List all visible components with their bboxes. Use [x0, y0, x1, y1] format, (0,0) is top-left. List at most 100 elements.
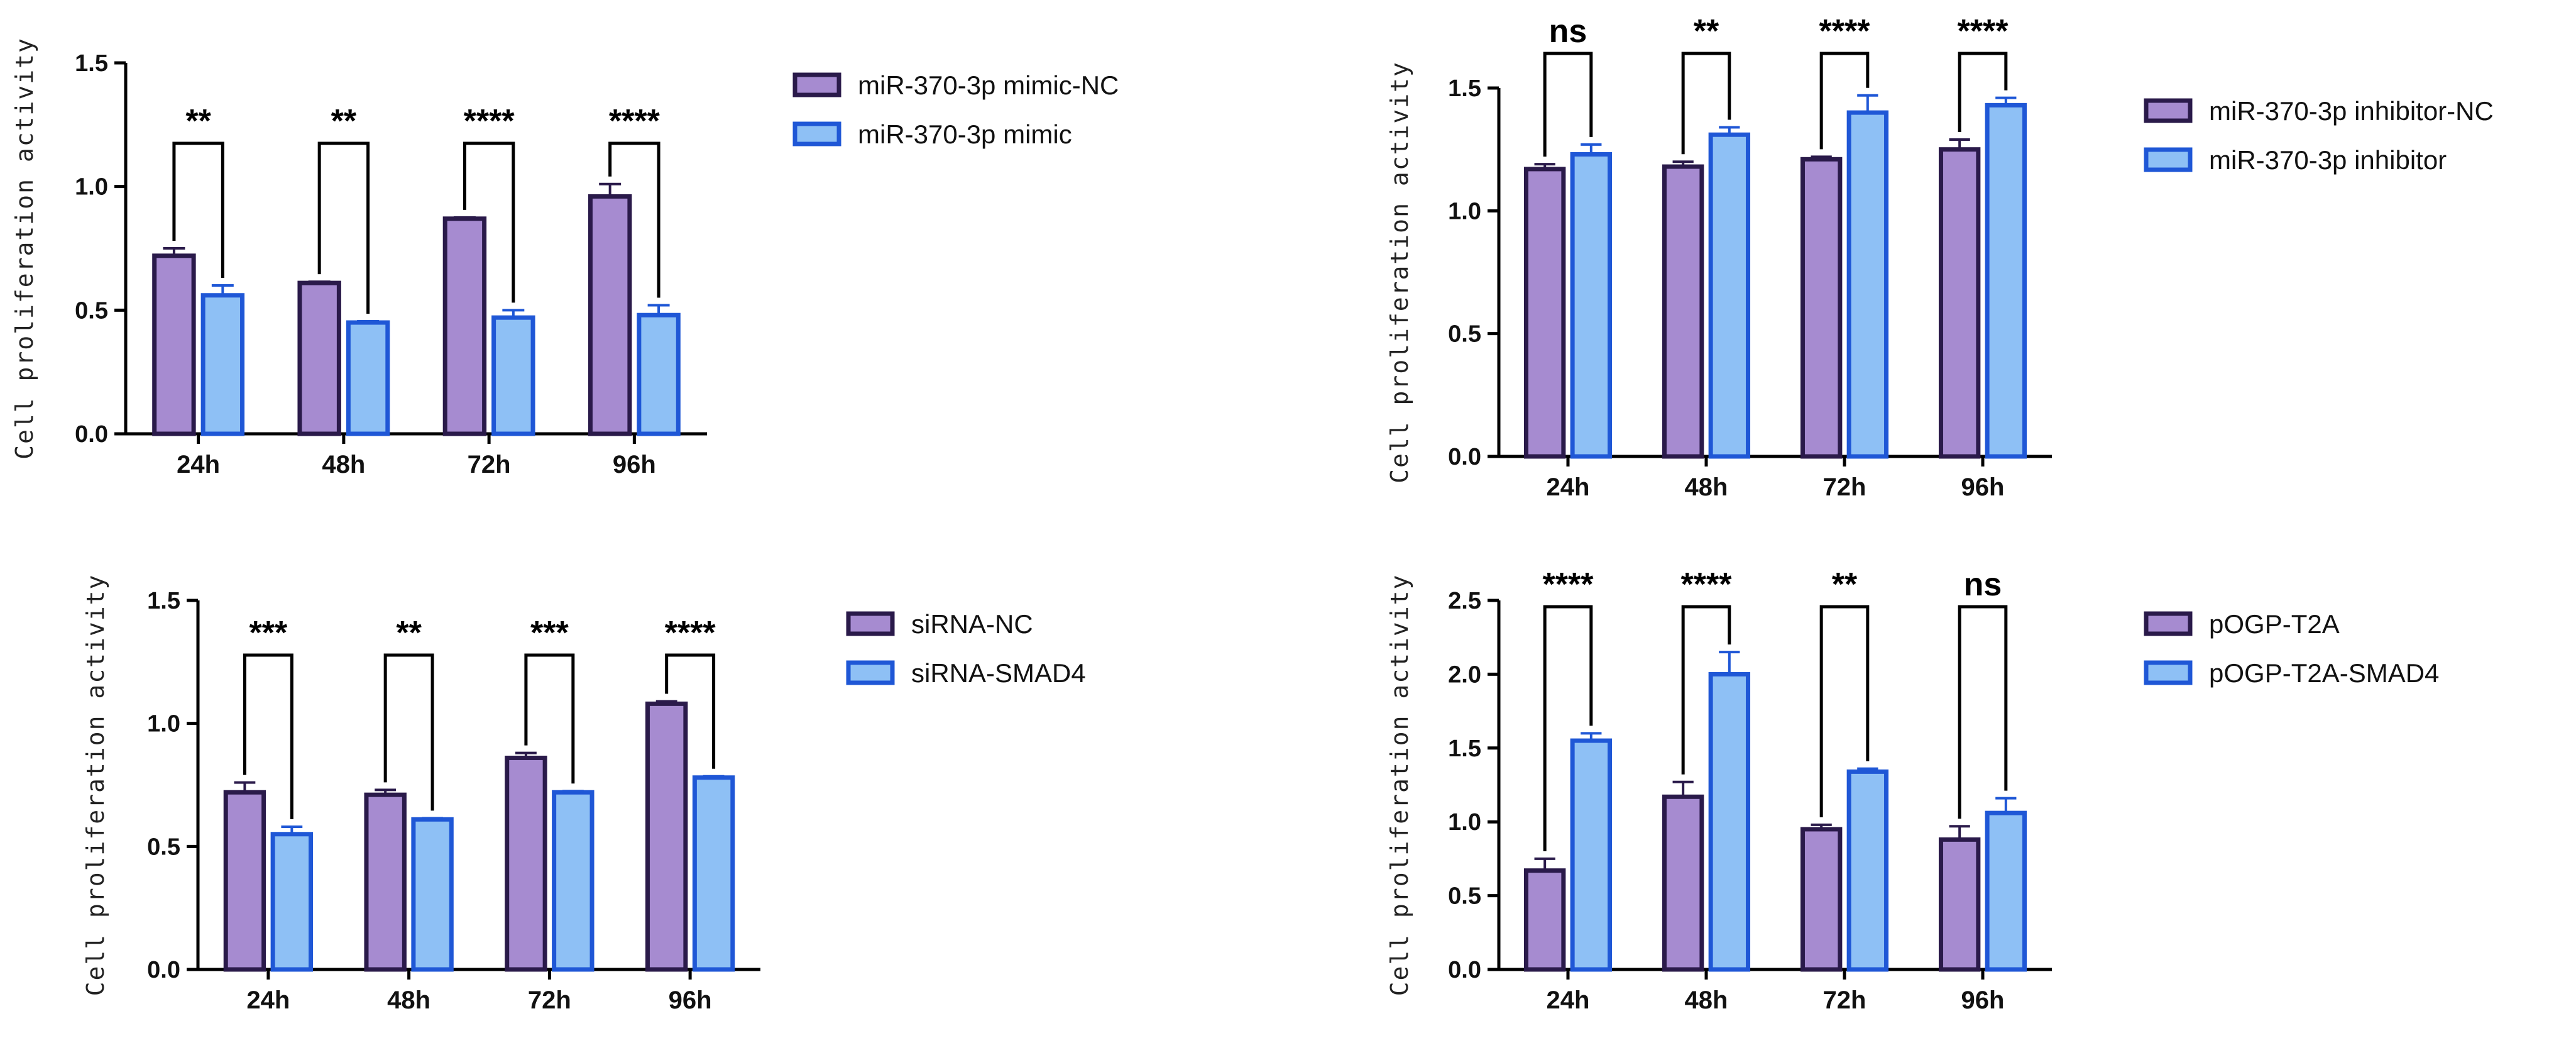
chart-panel-3: Cell proliferation activity 0.0 0.5 1.0 1.5 2…	[82, 574, 1086, 1014]
bar-control-48h	[297, 280, 341, 436]
bar-treatment-24h	[200, 293, 245, 436]
y-tick-label: 1.0	[147, 711, 180, 737]
bar-control-96h	[1938, 837, 1981, 972]
significance-label: **	[396, 615, 422, 651]
bar-treatment-48h	[1708, 132, 1751, 459]
bar-control-24h	[152, 253, 196, 436]
significance-label: **	[1832, 566, 1858, 603]
significance-bracket	[1958, 605, 2008, 819]
bar-control-96h	[1938, 147, 1981, 459]
bar-control-72h	[1800, 827, 1843, 972]
bar-control-24h	[223, 790, 266, 972]
bar-treatment-24h	[1570, 152, 1613, 459]
significance-label: **	[185, 103, 211, 140]
significance-label: ****	[464, 103, 515, 140]
x-tick-label: 48h	[1685, 473, 1728, 501]
bar-treatment-72h	[552, 790, 595, 972]
legend-label: miR-370-3p mimic	[858, 119, 1072, 149]
significance-label: ****	[609, 103, 660, 140]
x-tick-label: 24h	[1547, 986, 1590, 1014]
significance-label: ***	[530, 615, 569, 651]
bar-treatment-96h	[692, 775, 735, 972]
significance-bracket	[1819, 52, 1870, 150]
y-tick-label: 0.5	[75, 297, 108, 324]
bar-treatment-72h	[491, 315, 535, 436]
legend-swatch	[846, 611, 895, 636]
x-tick-label: 96h	[1961, 986, 2005, 1014]
y-tick-label: 1.0	[1448, 198, 1481, 224]
significance-bracket	[524, 653, 575, 784]
y-tick-label: 1.5	[147, 588, 180, 614]
y-tick-label: 1.0	[75, 174, 108, 201]
y-tick-label: 1.5	[1448, 736, 1481, 762]
bar-control-72h	[1800, 157, 1843, 459]
chart-panel-4: Cell proliferation activity 0.0 0.5 1.0 1.5 2…	[1386, 566, 2439, 1014]
y-tick-label: 2.0	[1448, 661, 1481, 688]
legend-swatch	[2144, 147, 2193, 172]
y-tick-label: 2.5	[1448, 588, 1481, 614]
y-tick-label: 0.5	[1448, 883, 1481, 910]
significance-label: ****	[1681, 566, 1733, 603]
y-tick-label: 0.0	[75, 421, 108, 448]
chart-panel-1: Cell proliferation activity 0.0 0.5 1.0 1.5 2…	[11, 37, 1119, 478]
significance-bracket	[243, 653, 293, 820]
x-tick-label: 72h	[1823, 986, 1866, 1014]
x-tick-label: 96h	[613, 451, 656, 478]
legend-label: pOGP-T2A-SMAD4	[2209, 658, 2439, 688]
significance-label: ****	[1543, 566, 1594, 603]
legend-label: siRNA-SMAD4	[911, 658, 1086, 688]
y-axis-label: Cell proliferation activity	[1386, 61, 1413, 483]
bar-control-48h	[1662, 794, 1704, 972]
legend-swatch	[2144, 98, 2193, 123]
y-axis-label: Cell proliferation activity	[1386, 574, 1413, 997]
legend-swatch	[792, 121, 841, 146]
bar-treatment-48h	[411, 817, 454, 972]
y-tick-label: 0.0	[1448, 957, 1481, 983]
significance-bracket	[463, 141, 515, 303]
significance-label: **	[1694, 13, 1719, 50]
bar-treatment-96h	[1985, 102, 2027, 459]
x-tick-label: 48h	[322, 451, 365, 478]
legend-swatch	[2144, 660, 2193, 685]
significance-label: ns	[1549, 13, 1587, 50]
significance-label: **	[331, 103, 357, 140]
bar-treatment-24h	[270, 832, 314, 972]
significance-bracket	[383, 653, 434, 811]
significance-bracket	[1958, 52, 2008, 133]
significance-bracket	[608, 141, 660, 298]
bar-treatment-72h	[1846, 769, 1889, 972]
significance-bracket	[317, 141, 370, 314]
x-tick-label: 24h	[246, 986, 290, 1014]
x-tick-label: 96h	[669, 986, 712, 1014]
y-tick-label: 0.5	[1448, 321, 1481, 348]
legend-label: miR-370-3p inhibitor	[2209, 145, 2447, 175]
x-tick-label: 48h	[387, 986, 430, 1014]
bar-control-24h	[1523, 167, 1566, 459]
significance-bracket	[665, 653, 716, 769]
y-tick-label: 0.0	[1448, 444, 1481, 470]
legend-swatch	[846, 660, 895, 685]
y-tick-label: 1.0	[1448, 809, 1481, 836]
legend-swatch	[2144, 611, 2193, 636]
chart-panel-2: Cell proliferation activity 0.0 0.5 1.0 1.5 2…	[1386, 13, 2494, 501]
bar-treatment-96h	[1985, 810, 2027, 972]
bar-treatment-48h	[1708, 671, 1751, 972]
y-axis-label: Cell proliferation activity	[82, 574, 109, 997]
significance-label: ****	[1819, 13, 1871, 50]
x-tick-label: 48h	[1685, 986, 1728, 1014]
y-axis-label: Cell proliferation activity	[11, 37, 38, 460]
y-tick-label: 0.5	[147, 834, 180, 860]
x-tick-label: 72h	[528, 986, 571, 1014]
significance-label: ****	[1958, 13, 2009, 50]
y-tick-label: 1.5	[75, 50, 108, 77]
legend-swatch	[792, 72, 841, 97]
bar-treatment-24h	[1570, 738, 1613, 972]
y-tick-label: 0.0	[147, 957, 180, 983]
bar-treatment-72h	[1846, 110, 1889, 459]
legend-label: pOGP-T2A	[2209, 609, 2340, 639]
x-tick-label: 72h	[468, 451, 511, 478]
significance-bracket	[1681, 605, 1731, 775]
significance-label: ***	[249, 615, 288, 651]
significance-bracket	[172, 141, 224, 278]
